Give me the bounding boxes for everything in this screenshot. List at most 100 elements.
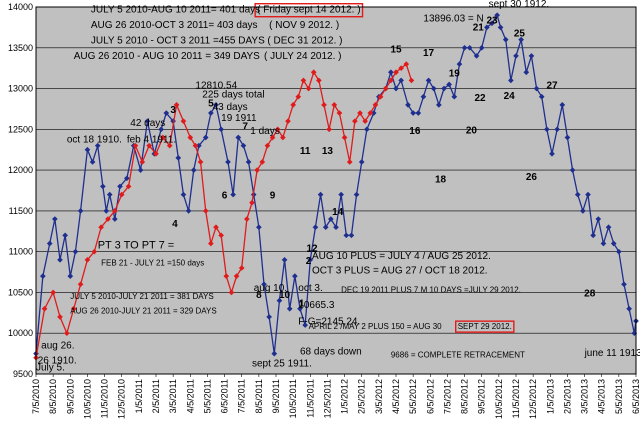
annotation-text: AUG 26 2010-OCT 3 2011= 403 days bbox=[91, 20, 258, 31]
series-layer bbox=[33, 12, 639, 361]
data-point bbox=[388, 77, 394, 84]
annotation-text: SEPT 29 2012. bbox=[458, 322, 512, 331]
data-point bbox=[346, 159, 353, 165]
data-point bbox=[118, 191, 125, 198]
data-point bbox=[175, 155, 182, 161]
data-point bbox=[163, 110, 170, 116]
data-point bbox=[605, 224, 612, 231]
y-tick-label: 13000 bbox=[8, 84, 33, 94]
y-axis-ticks: 9500 10000 10500 11000 11500 12000 12500 13000 1… bbox=[8, 2, 33, 379]
x-tick-label: 10/5/2011 bbox=[288, 379, 298, 418]
point-number-label: 24 bbox=[504, 91, 516, 102]
data-point bbox=[132, 142, 139, 149]
annotation-text: 9686 = COMPLETE RETRACEMENT bbox=[391, 351, 525, 360]
annotation-text: ( DEC 31 2012. ) bbox=[267, 36, 342, 47]
data-point bbox=[292, 273, 298, 279]
x-tick-label: 4/5/2013 bbox=[597, 379, 607, 414]
annotation-text: 68 days down bbox=[300, 346, 362, 357]
annotation-text: AUG 26 2010 - AUG 10 2011 = 349 DAYS bbox=[74, 51, 260, 62]
data-point bbox=[269, 134, 276, 141]
annotation-text: F-G=2145.24. bbox=[298, 316, 360, 327]
data-point bbox=[621, 281, 627, 288]
data-point bbox=[166, 142, 173, 149]
data-point bbox=[322, 224, 329, 231]
annotation-text: sept 25 1911. bbox=[252, 359, 312, 370]
data-point bbox=[585, 191, 591, 198]
x-tick-label: 6/5/2012 bbox=[425, 379, 435, 414]
data-point bbox=[89, 159, 96, 165]
x-tick-label: 9/5/2010 bbox=[65, 379, 75, 414]
data-point bbox=[192, 142, 199, 149]
x-tick-label: 12/5/2012 bbox=[528, 379, 538, 419]
data-point bbox=[310, 69, 317, 76]
annotation-text: feb 4 1911. bbox=[127, 134, 176, 145]
annotation-text: 19 1911 bbox=[221, 113, 257, 124]
data-point bbox=[436, 102, 442, 108]
data-point bbox=[77, 281, 84, 288]
data-point bbox=[489, 20, 495, 27]
data-point bbox=[343, 232, 350, 239]
x-tick-label: 3/5/2011 bbox=[168, 379, 178, 413]
annotation-text: ( JULY 24 2012. ) bbox=[264, 51, 341, 62]
x-tick-label: 5/5/2011 bbox=[202, 379, 212, 413]
annotation-text: APRIL 2 /MAY 2 PLUS 150 = AUG 30 bbox=[309, 322, 443, 331]
point-number-label: 26 bbox=[526, 172, 538, 183]
x-tick-label: 2/5/2013 bbox=[562, 379, 572, 414]
data-point bbox=[281, 256, 288, 263]
data-point bbox=[190, 167, 197, 173]
data-point bbox=[328, 216, 334, 222]
highlight-box bbox=[455, 320, 515, 333]
data-point bbox=[180, 118, 187, 125]
data-point bbox=[484, 24, 490, 31]
y-tick-label: 9500 bbox=[13, 369, 33, 379]
data-point bbox=[451, 93, 458, 100]
point-number-label: 27 bbox=[546, 81, 558, 92]
point-number-label: 7 bbox=[242, 121, 248, 132]
highlight-box bbox=[254, 3, 364, 18]
point-number-label: 15 bbox=[390, 45, 402, 56]
point-number-label: 16 bbox=[409, 126, 421, 137]
annotation-text: oct 18 1910. bbox=[67, 134, 122, 145]
data-point bbox=[569, 167, 576, 173]
data-point bbox=[144, 118, 151, 125]
point-number-label: 14 bbox=[332, 207, 344, 218]
data-point bbox=[580, 208, 586, 214]
data-point bbox=[626, 305, 632, 312]
data-point bbox=[218, 232, 224, 239]
data-point bbox=[84, 146, 91, 153]
annotation-text: PT 3 TO PT 7 = bbox=[98, 239, 175, 251]
x-tick-label: 11/5/2012 bbox=[511, 379, 521, 418]
data-point bbox=[244, 216, 250, 222]
data-point bbox=[616, 248, 622, 255]
annotation-text: aug 26. bbox=[41, 341, 74, 352]
x-tick-label: 7/5/2010 bbox=[31, 379, 41, 414]
x-axis-ticks: 7/5/2010 8/5/2010 9/5/2010 10/5/2010 11/5/20… bbox=[31, 374, 640, 419]
x-tick-label: 4/5/2011 bbox=[185, 379, 195, 413]
data-point bbox=[94, 142, 101, 149]
data-point bbox=[70, 305, 77, 312]
x-tick-label: 1/5/2013 bbox=[545, 379, 555, 414]
data-point bbox=[146, 142, 152, 149]
data-point bbox=[202, 208, 209, 214]
data-point bbox=[549, 150, 555, 157]
data-point bbox=[64, 330, 70, 337]
annotation-text: 43 days bbox=[213, 102, 248, 113]
data-point bbox=[441, 85, 447, 92]
annotation-text: 12810.54 bbox=[195, 81, 237, 92]
annotation-text: 13896.03 = N bbox=[423, 14, 483, 25]
annotation-text: 10665.3 bbox=[298, 300, 335, 311]
data-point bbox=[228, 289, 235, 296]
annotation-text: oct 3. bbox=[298, 283, 322, 294]
annotation-text: DEC 19 2011 PLUS 7 M 10 DAYS =JULY 29 20… bbox=[341, 285, 521, 294]
data-point bbox=[300, 77, 307, 84]
point-number-label: 1 bbox=[299, 298, 305, 309]
point-number-label: 8 bbox=[256, 290, 262, 301]
point-number-label: 18 bbox=[435, 174, 447, 185]
y-tick-label: 10000 bbox=[8, 328, 33, 338]
data-point bbox=[398, 77, 404, 84]
data-point bbox=[276, 297, 283, 304]
data-point bbox=[67, 273, 74, 279]
data-point bbox=[264, 142, 271, 149]
data-point bbox=[230, 191, 236, 198]
